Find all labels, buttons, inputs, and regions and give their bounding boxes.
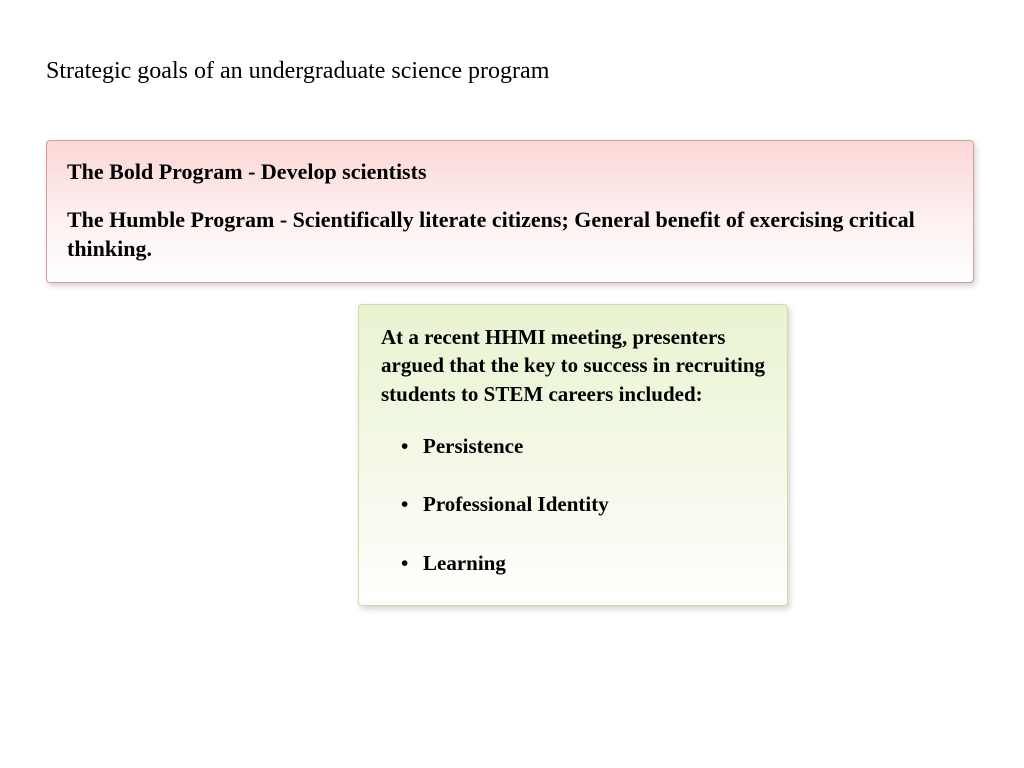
slide: Strategic goals of an undergraduate scie… xyxy=(0,0,1024,768)
bullet-item: Professional Identity xyxy=(381,490,765,518)
green-box-intro: At a recent HHMI meeting, presenters arg… xyxy=(381,323,765,408)
bullet-item: Persistence xyxy=(381,432,765,460)
bullet-item: Learning xyxy=(381,549,765,577)
green-box-bullet-list: Persistence Professional Identity Learni… xyxy=(381,432,765,577)
pink-box-line-2: The Humble Program - Scientifically lite… xyxy=(67,205,953,264)
green-callout-box: At a recent HHMI meeting, presenters arg… xyxy=(358,304,788,606)
pink-box-line-1: The Bold Program - Develop scientists xyxy=(67,157,953,187)
slide-title: Strategic goals of an undergraduate scie… xyxy=(46,58,549,85)
pink-callout-box: The Bold Program - Develop scientists Th… xyxy=(46,140,974,283)
